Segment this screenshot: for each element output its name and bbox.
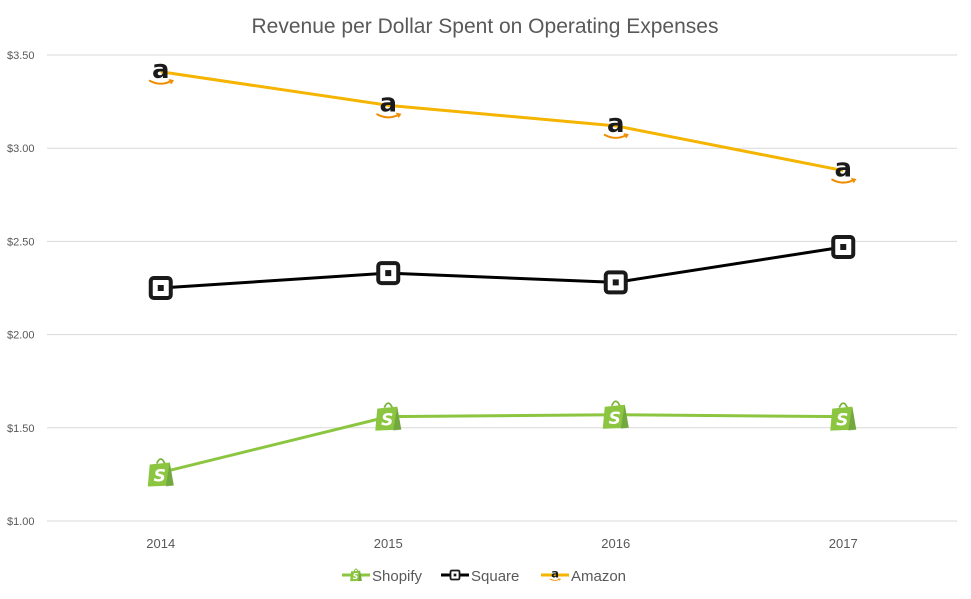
svg-text:S: S: [609, 409, 621, 429]
square-logo-icon: [603, 270, 628, 295]
series-line-amazon: [160, 70, 844, 173]
shopify-bag-icon: S: [830, 402, 857, 431]
shopify-bag-icon: S: [375, 402, 402, 431]
x-tick-label: 2015: [374, 536, 403, 551]
y-tick-label: $2.00: [7, 330, 35, 342]
legend-item-shopify[interactable]: S Shopify: [342, 568, 423, 585]
y-tick-label: $1.00: [7, 516, 35, 528]
legend: S Shopify Square a Amazon: [342, 567, 626, 585]
y-tick-label: $3.50: [7, 50, 35, 62]
legend-label: Shopify: [372, 568, 423, 585]
y-tick-label: $2.50: [7, 236, 35, 248]
shopify-bag-icon: S: [602, 400, 629, 429]
svg-text:a: a: [152, 55, 170, 85]
amazon-a-icon: a: [376, 88, 402, 118]
square-logo-icon: [449, 569, 461, 581]
svg-text:S: S: [381, 411, 393, 431]
x-axis-ticks: 2014 2015 2016 2017: [146, 536, 857, 551]
amazon-a-icon: a: [603, 109, 629, 139]
svg-text:S: S: [154, 467, 166, 487]
y-tick-label: $1.50: [7, 423, 35, 435]
x-tick-label: 2016: [601, 536, 630, 551]
y-axis-ticks: $1.00 $1.50 $2.00 $2.50 $3.00 $3.50: [7, 50, 35, 528]
svg-text:a: a: [551, 567, 559, 581]
square-logo-icon: [148, 276, 173, 300]
legend-item-square[interactable]: Square: [441, 568, 519, 585]
series-markers: S S S Sa a a a: [147, 55, 857, 487]
series-line-square: [160, 245, 844, 290]
y-tick-label: $3.00: [7, 143, 35, 155]
series-line-shopify: [160, 413, 844, 474]
amazon-a-icon: a: [549, 567, 561, 581]
square-logo-icon: [376, 261, 401, 286]
x-tick-label: 2014: [146, 536, 175, 551]
square-logo-icon: [831, 234, 856, 259]
legend-item-amazon[interactable]: a Amazon: [541, 567, 626, 585]
svg-text:S: S: [353, 572, 359, 581]
svg-text:S: S: [836, 411, 848, 431]
amazon-a-icon: a: [148, 55, 174, 85]
chart-title: Revenue per Dollar Spent on Operating Ex…: [252, 15, 719, 38]
svg-text:a: a: [379, 88, 397, 118]
gridlines: [47, 54, 957, 522]
x-tick-label: 2017: [829, 536, 858, 551]
svg-text:a: a: [834, 154, 852, 184]
legend-label: Square: [471, 568, 519, 585]
series-lines: [160, 70, 844, 474]
shopify-bag-icon: S: [147, 458, 174, 487]
shopify-bag-icon: S: [350, 568, 362, 582]
amazon-a-icon: a: [831, 154, 857, 184]
legend-label: Amazon: [571, 568, 626, 585]
svg-text:a: a: [607, 109, 625, 139]
